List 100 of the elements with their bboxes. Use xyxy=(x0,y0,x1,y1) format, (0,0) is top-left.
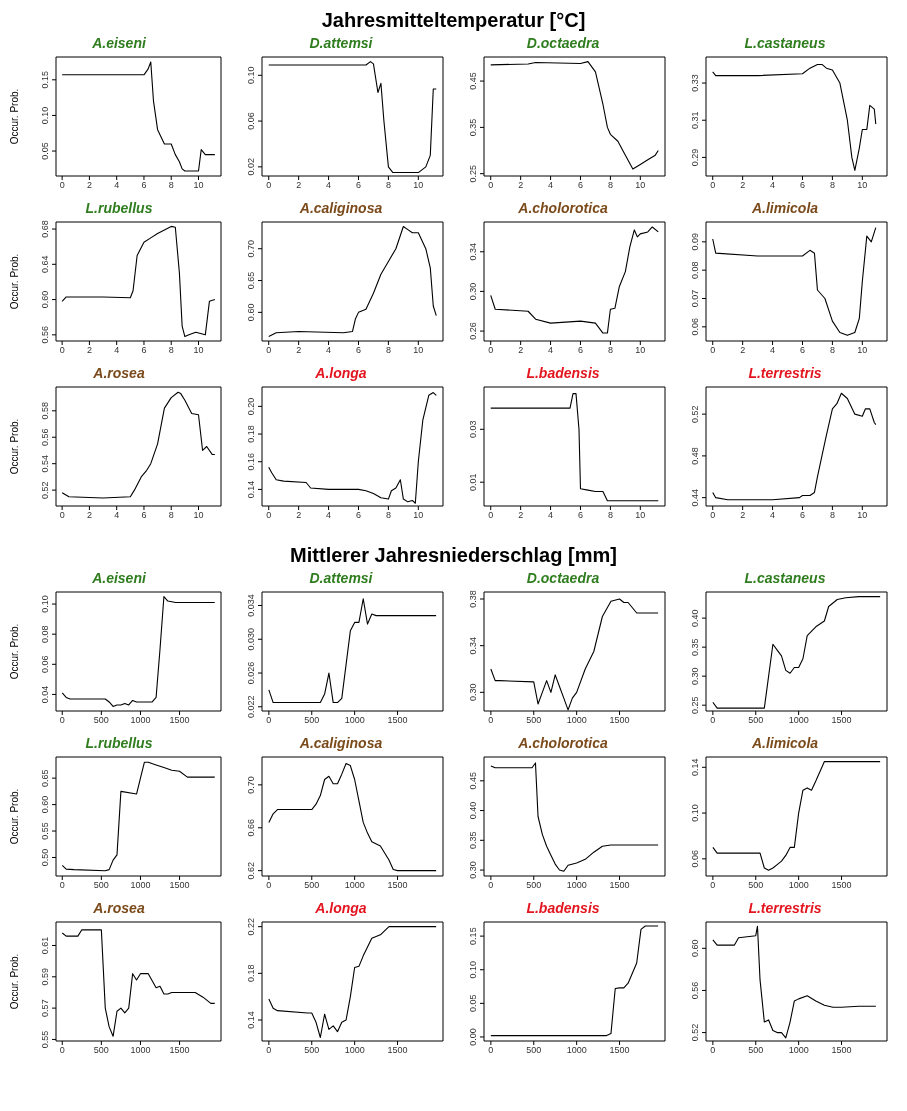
x-tick-label: 500 xyxy=(304,1045,320,1056)
y-tick-label: 0.09 xyxy=(690,233,700,251)
line-series xyxy=(61,61,216,172)
x-tick-label: 1000 xyxy=(566,1045,587,1056)
x-tick-label: 1000 xyxy=(566,715,587,726)
chart-title: A.cholorotica xyxy=(517,734,609,752)
y-tick-label: 0.45 xyxy=(468,772,478,790)
y-tick-label: 0.48 xyxy=(690,447,700,465)
chart-title: L.rubellus xyxy=(84,734,154,752)
chart-title: L.castaneus xyxy=(743,569,827,587)
y-tick-label: 0.25 xyxy=(690,696,700,714)
x-tick-label: 10 xyxy=(857,345,868,356)
y-tick-label: 0.60 xyxy=(40,795,50,814)
x-tick-label: 1000 xyxy=(130,880,151,891)
line-series xyxy=(268,762,437,872)
y-tick-label: 0.03 xyxy=(468,420,478,439)
chart-title: A.limicola xyxy=(750,734,820,752)
y-tick-label: 0.10 xyxy=(690,804,700,822)
x-tick-label: 10 xyxy=(413,510,424,521)
x-tick-label: 4 xyxy=(114,510,120,521)
chart-title: L.badensis xyxy=(525,364,601,382)
line-series xyxy=(61,595,216,708)
x-tick-label: 500 xyxy=(93,1045,109,1056)
x-tick-label: 0 xyxy=(266,880,272,891)
x-tick-label: 1500 xyxy=(387,1045,408,1056)
y-tick-label: 0.52 xyxy=(690,1023,700,1042)
y-tick-label: 0.50 xyxy=(40,848,50,867)
x-tick-label: 0 xyxy=(488,715,494,726)
y-tick-label: 0.70 xyxy=(246,776,256,794)
x-tick-label: 10 xyxy=(857,510,868,521)
x-tick-label: 1000 xyxy=(566,880,587,891)
x-tick-label: 6 xyxy=(141,345,147,356)
x-tick-label: 0 xyxy=(488,345,494,356)
x-tick-label: 1500 xyxy=(831,880,852,891)
y-tick-label: 0.54 xyxy=(40,454,50,473)
y-tick-label: 0.10 xyxy=(40,106,50,125)
line-series xyxy=(61,225,216,338)
y-tick-label: 0.60 xyxy=(246,303,256,322)
x-tick-label: 1000 xyxy=(344,880,365,891)
y-axis-title: Occur. Prob. xyxy=(9,253,20,310)
x-tick-label: 10 xyxy=(193,510,204,521)
x-tick-label: 0 xyxy=(59,510,65,521)
chart-title: A.rosea xyxy=(92,899,146,917)
y-tick-label: 0.44 xyxy=(690,488,700,507)
x-tick-label: 1500 xyxy=(831,715,852,726)
x-tick-label: 6 xyxy=(355,180,361,191)
x-tick-label: 500 xyxy=(748,880,764,891)
x-tick-label: 4 xyxy=(770,180,776,191)
x-tick-label: 500 xyxy=(526,1045,542,1056)
x-tick-label: 1500 xyxy=(387,880,408,891)
chart-title: A.eiseni xyxy=(91,34,147,52)
x-tick-label: 8 xyxy=(385,345,391,356)
x-tick-label: 10 xyxy=(635,345,646,356)
x-tick-label: 4 xyxy=(770,345,776,356)
y-tick-label: 0.56 xyxy=(40,428,50,447)
y-axis-title: Occur. Prob. xyxy=(9,623,20,680)
y-tick-label: 0.06 xyxy=(690,318,700,336)
y-tick-label: 0.15 xyxy=(468,927,478,945)
chart-title: D.attemsi xyxy=(308,34,374,52)
y-tick-label: 0.30 xyxy=(468,282,478,301)
x-tick-label: 500 xyxy=(304,715,320,726)
y-tick-label: 0.35 xyxy=(468,831,478,850)
y-tick-label: 0.10 xyxy=(246,66,256,85)
y-tick-label: 0.57 xyxy=(40,999,50,1017)
x-tick-label: 4 xyxy=(548,345,554,356)
y-tick-label: 0.59 xyxy=(40,968,50,986)
x-tick-label: 1000 xyxy=(344,1045,365,1056)
x-tick-label: 10 xyxy=(193,345,204,356)
line-series xyxy=(268,598,437,704)
y-tick-label: 0.38 xyxy=(468,590,478,608)
y-tick-label: 0.07 xyxy=(690,289,700,308)
x-tick-label: 0 xyxy=(710,715,716,726)
x-tick-label: 0 xyxy=(488,880,494,891)
y-tick-label: 0.04 xyxy=(40,685,50,704)
text: Jahresmitteltemperatur [°C] xyxy=(320,8,587,32)
y-tick-label: 0.29 xyxy=(690,148,700,167)
line-series xyxy=(712,925,877,1039)
chart-title: A.caliginosa xyxy=(298,199,384,217)
y-tick-label: 0.00 xyxy=(468,1028,478,1046)
x-tick-label: 10 xyxy=(193,180,204,191)
chart-title: L.badensis xyxy=(525,899,601,917)
x-tick-label: 0 xyxy=(710,180,716,191)
x-tick-label: 8 xyxy=(829,180,835,191)
y-tick-label: 0.70 xyxy=(246,239,256,258)
chart-title: D.attemsi xyxy=(308,569,374,587)
y-tick-label: 0.030 xyxy=(246,628,256,651)
x-tick-label: 4 xyxy=(114,180,120,191)
y-tick-label: 0.026 xyxy=(246,661,256,685)
y-tick-label: 0.02 xyxy=(246,158,256,176)
x-tick-label: 10 xyxy=(413,345,424,356)
x-tick-label: 0 xyxy=(266,1045,272,1056)
x-tick-label: 2 xyxy=(740,510,746,521)
text: Mittlerer Jahresniederschlag [mm] xyxy=(289,543,618,567)
y-tick-label: 0.62 xyxy=(246,861,256,880)
y-tick-label: 0.26 xyxy=(468,322,478,340)
x-tick-label: 2 xyxy=(740,345,746,356)
y-tick-label: 0.64 xyxy=(40,255,50,274)
y-tick-label: 0.30 xyxy=(468,861,478,879)
x-tick-label: 500 xyxy=(93,880,109,891)
x-tick-label: 4 xyxy=(770,510,776,521)
